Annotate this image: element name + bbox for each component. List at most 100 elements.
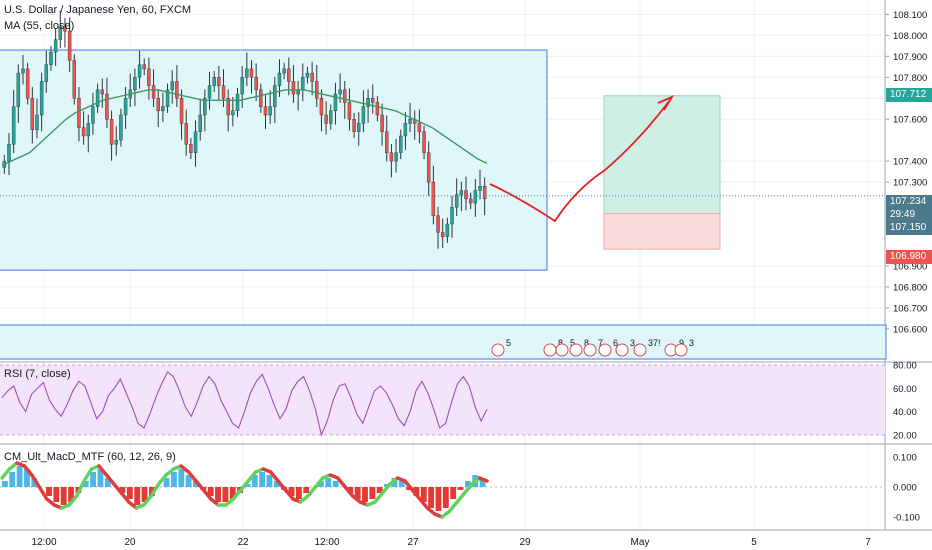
macd-line-segment[interactable] — [246, 470, 258, 483]
candle[interactable] — [389, 152, 394, 162]
candle[interactable] — [95, 89, 100, 107]
macd-line-segment[interactable] — [462, 482, 474, 495]
macd-line-segment[interactable] — [22, 464, 34, 477]
candle[interactable] — [217, 77, 221, 86]
candle[interactable] — [81, 127, 86, 137]
candle[interactable] — [109, 119, 114, 145]
candle[interactable] — [380, 114, 384, 132]
macd-histogram-bar[interactable] — [60, 487, 67, 505]
macd-histogram-bar[interactable] — [141, 487, 148, 502]
macd-histogram-bar[interactable] — [347, 487, 354, 493]
macd-line-segment[interactable] — [306, 485, 318, 498]
macd-histogram-bar[interactable] — [126, 487, 133, 499]
stop-zone[interactable] — [603, 213, 721, 250]
candle[interactable] — [142, 64, 146, 70]
ma-line[interactable] — [1, 89, 488, 166]
candle[interactable] — [305, 72, 310, 78]
macd-histogram-bar[interactable] — [450, 487, 457, 499]
candle[interactable] — [44, 64, 49, 82]
candle[interactable] — [147, 68, 151, 86]
candle[interactable] — [63, 26, 67, 32]
candle[interactable] — [240, 77, 244, 95]
candle[interactable] — [445, 223, 450, 237]
macd-histogram-bar[interactable] — [229, 487, 236, 499]
candle[interactable] — [361, 106, 366, 124]
candle[interactable] — [175, 81, 179, 99]
candle[interactable] — [254, 77, 258, 91]
event-marker[interactable] — [633, 343, 647, 357]
candle[interactable] — [53, 39, 58, 53]
candle[interactable] — [347, 102, 352, 120]
candle[interactable] — [119, 114, 123, 141]
candle[interactable] — [165, 89, 170, 107]
candle[interactable] — [459, 190, 464, 195]
candle[interactable] — [30, 98, 35, 130]
macd-line-segment[interactable] — [380, 482, 392, 495]
macd-line-segment[interactable] — [231, 488, 243, 501]
macd-line-segment[interactable] — [67, 494, 79, 507]
candle[interactable] — [170, 81, 174, 91]
candle[interactable] — [21, 68, 25, 74]
candle[interactable] — [105, 93, 109, 120]
macd-histogram-bar[interactable] — [104, 478, 111, 487]
candle[interactable] — [58, 26, 63, 40]
candle[interactable] — [137, 64, 142, 78]
macd-line-segment[interactable] — [336, 476, 347, 489]
macd-histogram-bar[interactable] — [215, 487, 221, 502]
macd-histogram-bar[interactable] — [479, 478, 486, 487]
event-marker[interactable] — [583, 343, 597, 357]
candle[interactable] — [179, 98, 184, 124]
macd-histogram-bar[interactable] — [2, 481, 8, 487]
event-marker[interactable] — [543, 343, 557, 357]
candle[interactable] — [287, 68, 291, 82]
macd-line-segment[interactable] — [82, 467, 94, 483]
macd-histogram-bar[interactable] — [24, 469, 30, 487]
macd-line-segment[interactable] — [373, 491, 385, 504]
candle[interactable] — [478, 186, 482, 191]
candle[interactable] — [394, 152, 398, 162]
macd-line-segment[interactable] — [447, 500, 459, 513]
macd-line-segment[interactable] — [201, 488, 213, 501]
candle[interactable] — [49, 51, 53, 65]
macd-histogram-bar[interactable] — [178, 469, 185, 487]
candle[interactable] — [319, 98, 324, 116]
macd-line-segment[interactable] — [142, 494, 153, 507]
macd-histogram-bar[interactable] — [31, 478, 38, 487]
candle[interactable] — [11, 106, 16, 145]
candle[interactable] — [249, 68, 254, 78]
candle[interactable] — [417, 123, 422, 132]
macd-histogram-bar[interactable] — [325, 478, 332, 487]
candle[interactable] — [39, 81, 44, 116]
candle[interactable] — [398, 135, 403, 153]
macd-histogram-bar[interactable] — [273, 481, 280, 487]
candle[interactable] — [329, 110, 333, 124]
candle[interactable] — [67, 30, 72, 61]
macd-histogram-bar[interactable] — [428, 487, 435, 508]
candle[interactable] — [231, 110, 235, 116]
candle[interactable] — [301, 77, 305, 91]
candle[interactable] — [403, 123, 408, 137]
candle[interactable] — [273, 85, 277, 107]
macd-histogram-bar[interactable] — [163, 478, 170, 487]
candle[interactable] — [16, 72, 21, 107]
candle[interactable] — [156, 98, 160, 112]
candle[interactable] — [72, 60, 77, 99]
candle[interactable] — [35, 114, 39, 130]
candle[interactable] — [315, 81, 319, 99]
event-strip[interactable] — [0, 324, 887, 360]
candle[interactable] — [212, 77, 216, 86]
macd-line-segment[interactable] — [119, 491, 131, 504]
candle[interactable] — [133, 77, 137, 91]
macd-line-segment[interactable] — [112, 482, 124, 495]
macd-line-segment[interactable] — [418, 497, 430, 510]
macd-histogram-bar[interactable] — [295, 487, 302, 499]
macd-line-segment[interactable] — [276, 479, 288, 492]
macd-histogram-bar[interactable] — [317, 481, 324, 487]
macd-histogram-bar[interactable] — [185, 475, 192, 487]
macd-histogram-bar[interactable] — [207, 487, 214, 496]
target-zone[interactable] — [603, 95, 721, 215]
candle[interactable] — [259, 89, 263, 107]
price-axis[interactable]: 108.100108.000107.900107.800107.700107.6… — [885, 10, 927, 524]
candle[interactable] — [91, 106, 95, 124]
